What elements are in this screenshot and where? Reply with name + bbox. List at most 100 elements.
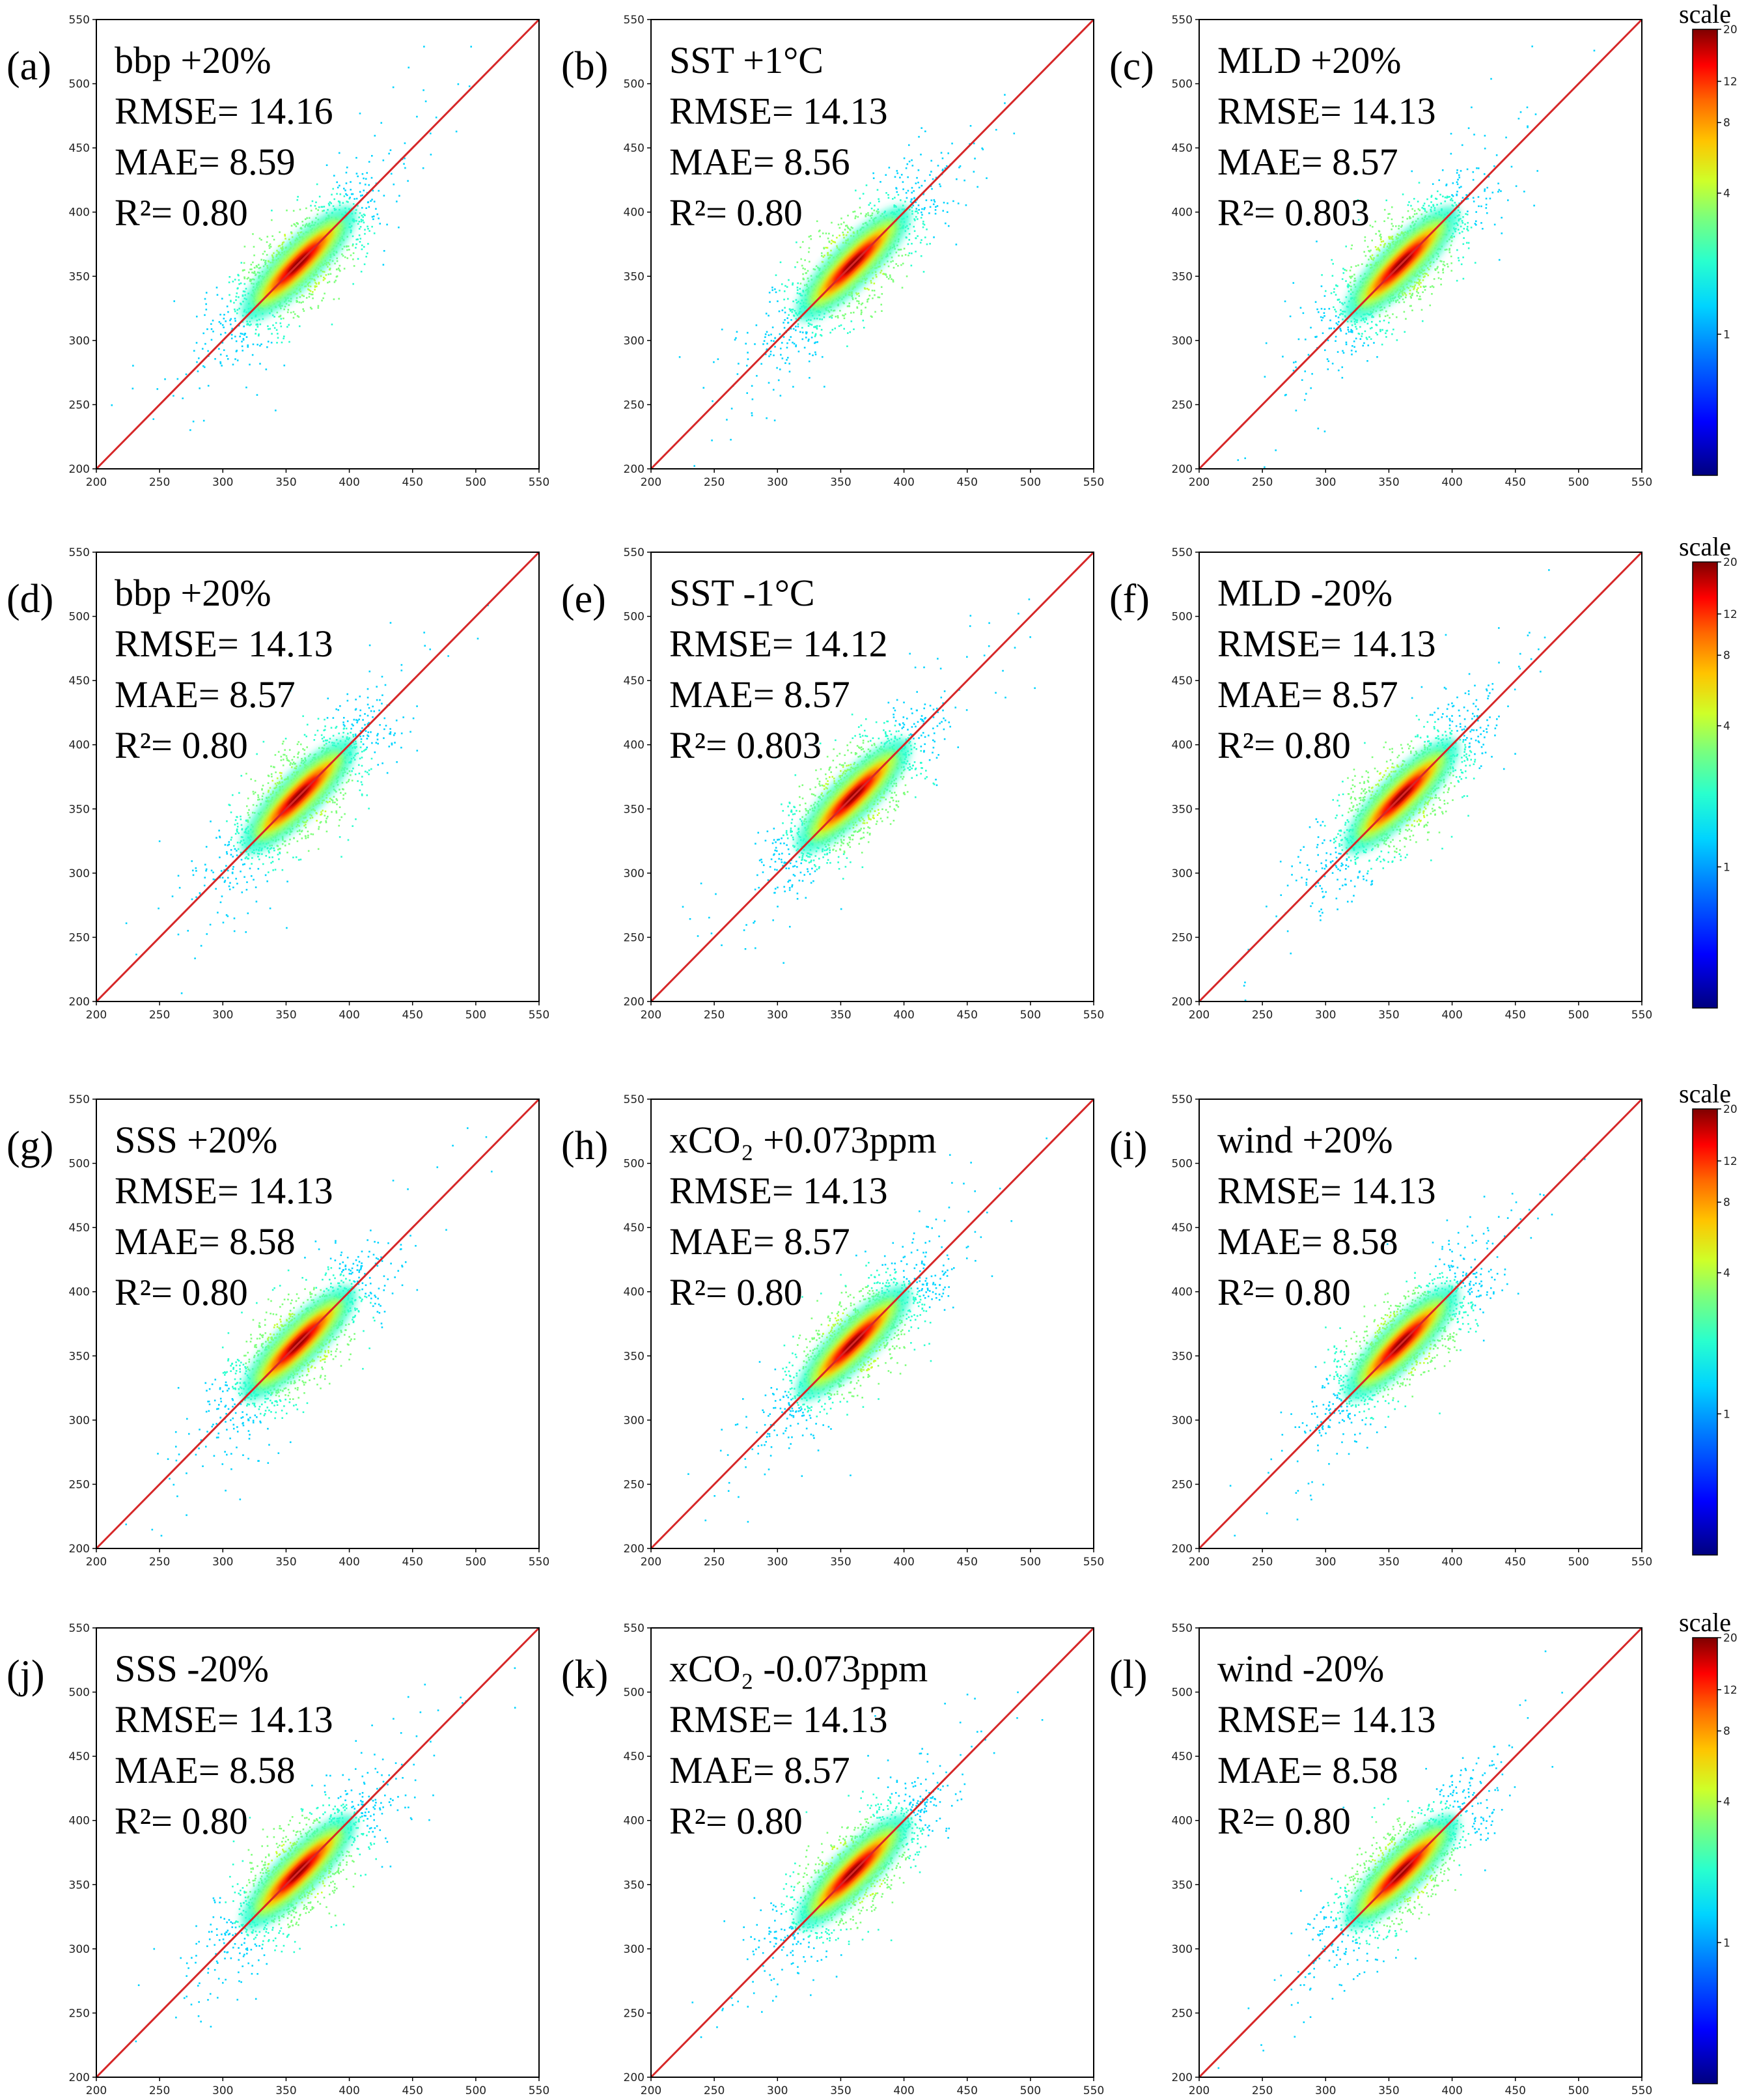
scatter-point <box>818 325 821 328</box>
scatter-point <box>382 264 385 266</box>
scatter-point <box>341 248 344 250</box>
scatter-point <box>249 363 251 366</box>
scatter-point <box>831 315 833 316</box>
scatter-point <box>207 350 209 352</box>
scatter-point <box>814 326 816 328</box>
scatter-point <box>818 230 820 232</box>
scatter-point <box>284 305 286 308</box>
scatter-point <box>779 395 782 397</box>
scatter-point <box>1485 203 1488 206</box>
scatter-point <box>1403 292 1406 294</box>
scatter-point <box>1322 316 1324 319</box>
scatter-point <box>1497 182 1499 185</box>
scatter-point <box>850 320 853 322</box>
scatter-point <box>1411 294 1413 296</box>
scatter-point <box>852 227 853 229</box>
scatter-point <box>252 261 254 264</box>
scatter-point <box>267 774 270 777</box>
scatter-point <box>1375 331 1378 334</box>
scatter-point <box>244 857 247 860</box>
scatter-point <box>376 213 379 216</box>
scatter-point <box>364 749 367 751</box>
scatter-point <box>1452 182 1454 184</box>
scatter-point <box>205 309 208 311</box>
scatter-point <box>270 341 273 344</box>
scatter-point <box>1339 301 1341 303</box>
scatter-point <box>232 363 234 366</box>
scatter-point <box>375 208 377 210</box>
scatter-point <box>764 333 767 335</box>
scatter-point <box>324 815 326 817</box>
scatter-point <box>1480 205 1482 208</box>
scatter-point <box>339 201 341 203</box>
scatter-point <box>350 181 352 183</box>
scatter-point <box>717 358 719 360</box>
scatter-point <box>276 341 278 344</box>
scatter-point <box>822 232 824 234</box>
scatter-point <box>173 300 176 302</box>
x-tick-label: 400 <box>1441 476 1462 489</box>
scatter-point <box>317 275 319 278</box>
scatter-point <box>1335 315 1337 317</box>
scatter-point <box>1375 324 1377 326</box>
scatter-point <box>829 316 831 318</box>
scatter-point <box>1456 169 1458 171</box>
scatter-point <box>1358 333 1361 335</box>
scatter-point <box>1295 366 1297 369</box>
scatter-point <box>1510 165 1513 168</box>
scatter-point <box>361 248 363 251</box>
scatter-point <box>853 328 855 330</box>
scatter-point <box>1484 147 1486 150</box>
scatter-point <box>1368 250 1371 253</box>
scatter-point <box>255 328 257 331</box>
scatter-point <box>276 311 279 314</box>
scatter-point <box>368 644 371 647</box>
scatter-point <box>808 247 811 249</box>
scatter-point <box>355 243 357 245</box>
scatter-point <box>252 278 254 281</box>
scatter-point <box>195 870 197 872</box>
scatter-point <box>1467 242 1470 244</box>
scatter-point <box>248 272 250 273</box>
x-tick-label: 350 <box>275 476 296 489</box>
scatter-point <box>238 307 240 310</box>
scatter-point <box>422 167 424 169</box>
scatter-point <box>1337 285 1338 287</box>
scatter-point <box>247 277 249 279</box>
scatter-point <box>1451 194 1453 196</box>
scatter-point <box>346 257 349 259</box>
scatter-point <box>1389 236 1391 238</box>
scatter-point <box>320 820 322 823</box>
scatter-point <box>355 238 358 241</box>
scatter-point <box>1338 314 1341 316</box>
scatter-point <box>368 769 370 772</box>
scatter-point <box>331 799 334 802</box>
scatter-point <box>1323 430 1326 432</box>
scatter-point <box>801 338 804 341</box>
scatter-point <box>713 361 715 363</box>
scatter-point <box>243 334 245 336</box>
scatter-point <box>1305 393 1307 395</box>
metric-label: MAE= 8.56 <box>669 141 850 183</box>
scatter-point <box>1357 199 1359 201</box>
scatter-point <box>332 801 334 804</box>
scatter-point <box>820 252 823 255</box>
scatter-point <box>301 221 303 223</box>
scatter-point <box>390 173 393 175</box>
scatter-point <box>301 837 303 839</box>
scatter-point <box>284 238 286 240</box>
scatter-point <box>858 302 860 305</box>
scatter-point <box>973 171 975 173</box>
scatter-point <box>801 264 803 267</box>
scatter-point <box>811 336 813 339</box>
scatter-point <box>1409 292 1411 295</box>
scatter-point <box>240 332 242 335</box>
scatter-point <box>1370 257 1372 259</box>
scatter-point <box>788 371 791 372</box>
scatter-point <box>1396 299 1399 301</box>
scatter-point <box>820 334 822 336</box>
scatter-point <box>1424 208 1426 210</box>
scatter-point <box>352 283 354 285</box>
scatter-point <box>307 285 310 287</box>
scatter-point <box>799 292 801 295</box>
